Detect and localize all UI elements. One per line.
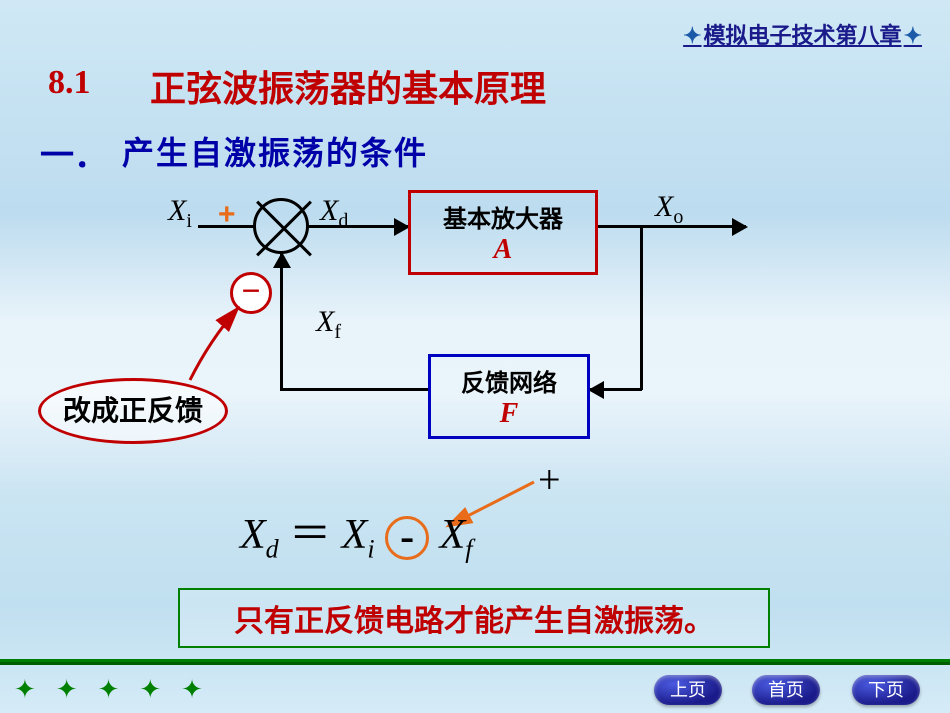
chapter-link[interactable]: 模拟电子技术第八章 — [683, 18, 922, 50]
wire-down-out — [640, 225, 643, 390]
amp-title: 基本放大器 — [425, 199, 581, 234]
block-diagram: Xi + Xd 基本放大器 A Xo 反馈网络 F Xf − 改成正反馈 — [40, 180, 910, 470]
summing-junction — [253, 198, 309, 254]
next-button[interactable]: 下页 — [852, 675, 920, 705]
home-button[interactable]: 首页 — [752, 675, 820, 705]
feedback-box: 反馈网络 F — [428, 354, 590, 439]
label-Xi: Xi — [168, 194, 192, 233]
equation: Xd ＝ Xi - Xf — [240, 500, 472, 564]
amplifier-box: 基本放大器 A — [408, 190, 598, 275]
section-number: 8.1 — [48, 64, 91, 102]
equation-minus: - — [385, 516, 429, 560]
wire-fb-left — [280, 388, 428, 391]
red-arrow-to-minus — [180, 300, 260, 390]
subsection-title: 产生自激振荡的条件 — [122, 128, 428, 174]
wire-xd — [308, 225, 408, 228]
footer-stars: ✦✦✦✦✦ — [14, 675, 223, 705]
amp-symbol: A — [425, 234, 581, 266]
subsection-marker: 一． — [40, 128, 108, 177]
wire-xi — [198, 225, 254, 228]
footer-divider — [0, 659, 950, 665]
section-title: 正弦波振荡器的基本原理 — [150, 60, 546, 112]
fb-symbol: F — [445, 398, 573, 430]
prev-button[interactable]: 上页 — [654, 675, 722, 705]
label-Xf: Xf — [316, 305, 341, 344]
wire-to-fb — [590, 388, 642, 391]
label-Xo: Xo — [655, 190, 683, 229]
fb-title: 反馈网络 — [445, 363, 573, 398]
conclusion-box: 只有正反馈电路才能产生自激振荡。 — [178, 588, 770, 648]
wire-fb-up — [280, 254, 283, 390]
